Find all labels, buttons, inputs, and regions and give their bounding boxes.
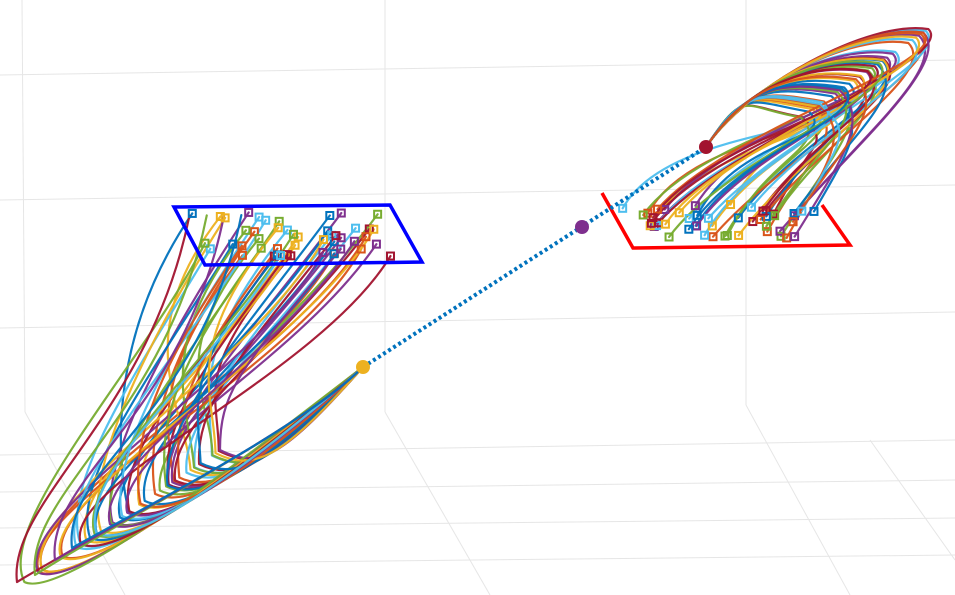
grid-line xyxy=(870,440,955,560)
middle-anchor-point xyxy=(575,220,589,234)
grid-line xyxy=(0,312,955,328)
right-anchor-point xyxy=(699,140,713,154)
trajectory-layer xyxy=(16,28,931,584)
left-anchor-point xyxy=(356,360,370,374)
grid-line xyxy=(22,0,25,412)
grid-line xyxy=(385,412,490,595)
dotted-connector xyxy=(363,147,706,367)
trajectory-left xyxy=(95,256,363,536)
anchor-layer xyxy=(356,140,713,374)
grid-line xyxy=(0,555,955,565)
grid-line xyxy=(746,405,850,595)
